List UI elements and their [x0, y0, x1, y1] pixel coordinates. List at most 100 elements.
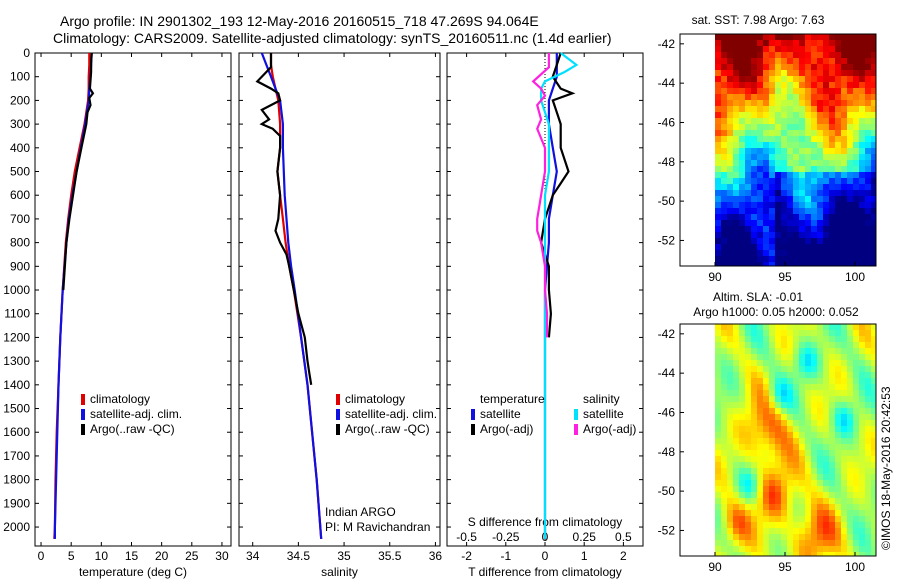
x-tick-label: 0 — [542, 549, 549, 563]
x-tick-label: 100 — [845, 560, 865, 574]
map-frame — [679, 33, 877, 267]
x-tick-label: 20 — [155, 549, 169, 563]
legend-label: satellite — [480, 407, 521, 421]
y-tick-label: 700 — [10, 212, 30, 226]
x-tick-label: 2 — [620, 549, 627, 563]
map-frame — [679, 323, 877, 557]
y-tick-label: 0 — [23, 46, 30, 60]
series-line-argo-raw-qc- — [255, 53, 313, 385]
legend-label: Argo(..raw -QC) — [345, 422, 430, 436]
x-top-tick-label: 0.25 — [573, 530, 597, 544]
x-top-tick-label: -0.25 — [492, 530, 520, 544]
legend-label: Argo(..raw -QC) — [90, 422, 175, 436]
y-tick-label: 1000 — [3, 283, 30, 297]
legend-swatch — [574, 424, 578, 435]
x-top-tick-label: 0.5 — [615, 530, 632, 544]
x-tick-label: 34 — [246, 549, 260, 563]
y-tick-label: -52 — [658, 233, 676, 247]
panel-sla_map: 90 95 100 -42 -44 -46 -48 -50 -52 Altim. SLA: -0.… — [658, 290, 877, 574]
annotation-line: PI: M Ravichandran — [325, 520, 430, 534]
legend-label: satellite — [583, 407, 624, 421]
y-tick-label: 1700 — [3, 449, 30, 463]
y-tick-label: 1500 — [3, 402, 30, 416]
series-line-argo-raw-qc- — [62, 52, 95, 291]
x-tick-label: 30 — [215, 549, 229, 563]
y-tick-label: 1100 — [4, 307, 30, 321]
y-tick-label: -46 — [658, 405, 676, 419]
y-tick-label: 2000 — [3, 520, 30, 534]
y-tick-label: -52 — [658, 523, 676, 537]
x-tick-label: 90 — [708, 560, 722, 574]
legend-swatch — [336, 394, 340, 405]
legend-swatch — [81, 394, 85, 405]
series-line-satellite-adj-clim- — [260, 52, 323, 539]
x-tick-label: 25 — [185, 549, 199, 563]
x-tick-label: 15 — [125, 549, 139, 563]
y-tick-label: 800 — [10, 236, 30, 250]
y-tick-label: -46 — [658, 115, 676, 129]
x-tick-label: 100 — [845, 270, 865, 284]
map-subtitle: Argo h1000: 0.05 h2000: 0.052 — [693, 305, 859, 319]
y-tick-label: 1300 — [3, 354, 30, 368]
y-tick-label: 600 — [10, 188, 30, 202]
y-tick-label: 100 — [10, 70, 30, 84]
y-tick-label: 400 — [10, 141, 30, 155]
panel-salinity: 34 34.5 35 35.5 36 salinity climatologysatelli… — [238, 52, 442, 579]
x-tick-label: -1 — [500, 549, 511, 563]
panel-sst_map: 90 95 100 -42 -44 -46 -48 -50 -52 sat. SST: 7.98 … — [658, 13, 877, 284]
legend-title-salinity: salinity — [583, 392, 620, 406]
y-tick-label: -44 — [658, 76, 676, 90]
x-top-tick-label: -0.5 — [456, 530, 477, 544]
legend-swatch — [574, 409, 578, 420]
legend-label: climatology — [90, 392, 150, 406]
y-tick-label: -42 — [658, 327, 676, 341]
plot-frame — [34, 52, 232, 547]
legend-label: Argo(-adj) — [583, 422, 636, 436]
y-tick-label: 500 — [10, 165, 30, 179]
y-tick-label: -50 — [658, 484, 676, 498]
x-axis-label: T difference from climatology — [468, 565, 622, 579]
legend-label: satellite-adj. clim. — [90, 407, 182, 421]
series-line-satellite — [539, 52, 579, 539]
y-tick-label: 1400 — [3, 378, 30, 392]
y-tick-label: -50 — [658, 194, 676, 208]
map-field — [715, 324, 876, 556]
y-tick-label: 1900 — [3, 496, 30, 510]
x-tick-label: 5 — [68, 549, 75, 563]
x-tick-label: 35.5 — [378, 549, 402, 563]
y-tick-label: 300 — [10, 117, 30, 131]
y-tick-label: 1200 — [3, 330, 30, 344]
header-title-1: Argo profile: IN 2901302_193 12-May-2016… — [60, 13, 539, 29]
y-tick-label: -42 — [658, 37, 676, 51]
y-tick-label: 1600 — [3, 425, 30, 439]
x-tick-label: 90 — [708, 270, 722, 284]
y-tick-label: -48 — [658, 155, 676, 169]
x-tick-label: 1 — [581, 549, 588, 563]
x-tick-label: 10 — [95, 549, 109, 563]
legend-label: Argo(-adj) — [480, 422, 533, 436]
panel-difference: -2 -1 0 1 2 T difference from climatology -0.5… — [446, 52, 644, 579]
legend-label: climatology — [345, 392, 405, 406]
map-title: sat. SST: 7.98 Argo: 7.63 — [692, 13, 825, 27]
legend-label: satellite-adj. clim. — [345, 407, 437, 421]
x-axis-label: salinity — [321, 565, 358, 579]
annotation-line: Indian ARGO — [325, 505, 396, 519]
legend-swatch — [81, 424, 85, 435]
x-tick-label: 95 — [778, 270, 792, 284]
map-field — [715, 34, 876, 266]
y-tick-label: -48 — [658, 445, 676, 459]
legend-swatch — [471, 424, 475, 435]
x-tick-label: 35 — [337, 549, 351, 563]
copyright-credit: ©IMOS 18-May-2016 20:42:53 — [879, 386, 893, 550]
series-line-argo-adj- — [539, 52, 576, 338]
panel-temperature: 0 5 10 15 20 25 30 temperature (deg C) 0 100 200 30… — [3, 46, 232, 579]
y-tick-label: 200 — [10, 93, 30, 107]
legend-swatch — [336, 409, 340, 420]
legend-swatch — [471, 409, 475, 420]
x-tick-label: -2 — [461, 549, 472, 563]
x-tick-label: 95 — [778, 560, 792, 574]
legend-swatch — [336, 424, 340, 435]
y-tick-label: -44 — [658, 366, 676, 380]
x-tick-label: 34.5 — [287, 549, 311, 563]
plot-frame — [238, 52, 441, 547]
